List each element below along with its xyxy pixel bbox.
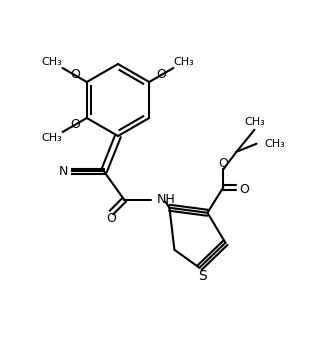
Text: O: O: [239, 183, 249, 196]
Text: O: O: [156, 69, 166, 82]
Text: CH₃: CH₃: [174, 57, 194, 67]
Text: CH₃: CH₃: [264, 139, 285, 149]
Text: O: O: [107, 212, 116, 225]
Text: O: O: [70, 69, 80, 82]
Text: S: S: [198, 269, 207, 283]
Text: O: O: [218, 157, 228, 170]
Text: CH₃: CH₃: [42, 57, 63, 67]
Text: N: N: [59, 165, 69, 178]
Text: CH₃: CH₃: [244, 117, 265, 127]
Text: O: O: [70, 118, 80, 131]
Text: CH₃: CH₃: [42, 133, 63, 143]
Text: NH: NH: [156, 193, 175, 206]
